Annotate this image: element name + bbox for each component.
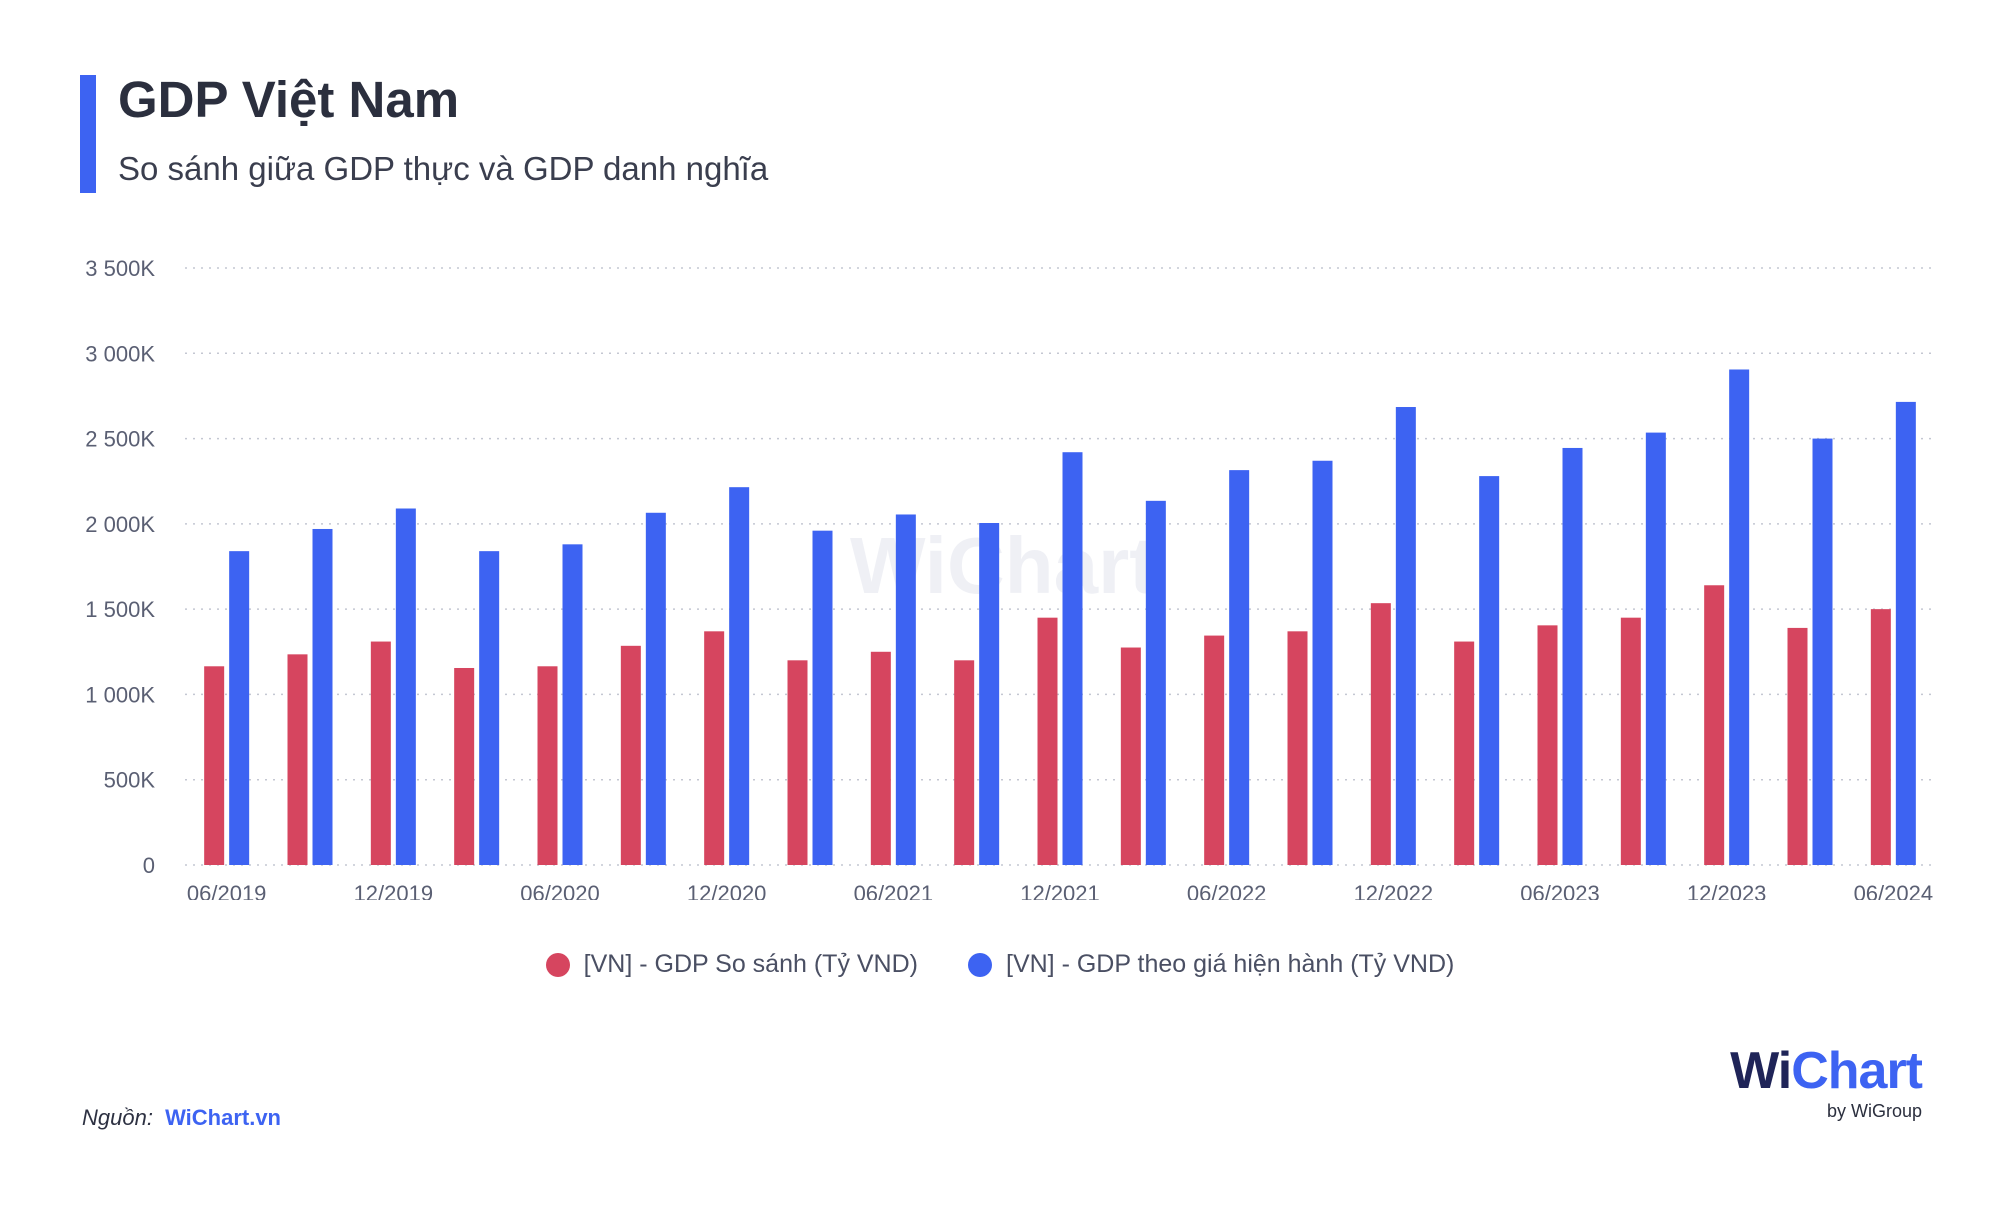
- bar-chart: 0 500K 1 000K 1 500K 2 000K 2 500K 3 000K 3 500…: [85, 256, 1935, 900]
- x-tick-label: 12/2019: [354, 881, 434, 900]
- y-tick-label: 3 500K: [85, 256, 155, 281]
- bar-gdp-so-sanh[interactable]: [1870, 609, 1891, 865]
- bar-gdp-so-sanh[interactable]: [1704, 585, 1725, 865]
- bar-gdp-hien-hanh[interactable]: [979, 523, 1000, 865]
- legend-label-gdp-so-sanh: [VN] - GDP So sánh (Tỷ VND): [583, 950, 918, 978]
- bar-gdp-so-sanh[interactable]: [954, 660, 975, 865]
- title-accent-bar: [80, 75, 96, 193]
- bar-gdp-hien-hanh[interactable]: [1062, 452, 1083, 865]
- bar-gdp-so-sanh[interactable]: [1454, 641, 1475, 865]
- x-tick-label: 12/2023: [1687, 881, 1767, 900]
- bar-gdp-hien-hanh[interactable]: [1395, 407, 1416, 865]
- bar-gdp-hien-hanh[interactable]: [1812, 438, 1833, 865]
- bar-gdp-hien-hanh[interactable]: [1229, 470, 1250, 865]
- bar-gdp-so-sanh[interactable]: [620, 645, 641, 865]
- bar-gdp-hien-hanh[interactable]: [895, 514, 916, 865]
- chart-title: GDP Việt Nam: [118, 71, 460, 128]
- chart-subtitle: So sánh giữa GDP thực và GDP danh nghĩa: [118, 150, 769, 187]
- bar-gdp-so-sanh[interactable]: [1037, 617, 1058, 865]
- bar-gdp-hien-hanh[interactable]: [1479, 476, 1500, 865]
- x-tick-label: 12/2022: [1354, 881, 1434, 900]
- bar-gdp-hien-hanh[interactable]: [312, 528, 333, 865]
- bar-gdp-hien-hanh[interactable]: [645, 512, 666, 865]
- y-tick-label: 2 000K: [85, 512, 155, 537]
- bar-gdp-hien-hanh[interactable]: [1895, 401, 1916, 865]
- bar-gdp-so-sanh[interactable]: [1620, 617, 1641, 865]
- bar-gdp-so-sanh[interactable]: [870, 651, 891, 865]
- bar-gdp-so-sanh[interactable]: [1120, 647, 1141, 865]
- bar-gdp-hien-hanh[interactable]: [1645, 432, 1666, 865]
- bar-gdp-hien-hanh[interactable]: [1145, 500, 1166, 865]
- legend-dot-gdp-so-sanh: [545, 952, 570, 977]
- bar-gdp-so-sanh[interactable]: [704, 631, 725, 865]
- x-tick-label: 12/2020: [687, 881, 767, 900]
- bar-gdp-hien-hanh[interactable]: [395, 508, 416, 865]
- bar-gdp-so-sanh[interactable]: [370, 641, 391, 865]
- bar-gdp-hien-hanh[interactable]: [1729, 369, 1750, 865]
- x-axis-ticks: 06/2019 12/2019 06/2020 12/2020 06/2021 12/20…: [187, 881, 1933, 900]
- bar-gdp-hien-hanh[interactable]: [1312, 460, 1333, 865]
- x-tick-label: 06/2022: [1187, 881, 1267, 900]
- legend: [VN] - GDP So sánh (Tỷ VND) [VN] - GDP t…: [0, 950, 2000, 979]
- bar-gdp-so-sanh[interactable]: [1287, 631, 1308, 865]
- brand-by-line: by WiGroup: [1826, 1101, 1922, 1121]
- x-tick-label: 06/2020: [520, 881, 600, 900]
- bar-gdp-so-sanh[interactable]: [1204, 635, 1225, 865]
- bar-gdp-so-sanh[interactable]: [454, 667, 475, 865]
- source-link[interactable]: WiChart.vn: [165, 1105, 281, 1130]
- x-tick-label: 06/2023: [1520, 881, 1600, 900]
- bar-gdp-so-sanh[interactable]: [1787, 627, 1808, 865]
- bar-gdp-so-sanh[interactable]: [1370, 603, 1391, 865]
- legend-label-gdp-hien-hanh: [VN] - GDP theo giá hiện hành (Tỷ VND): [1006, 950, 1455, 978]
- y-tick-label: 1 500K: [85, 597, 155, 622]
- y-tick-label: 500K: [104, 768, 156, 793]
- bar-gdp-so-sanh[interactable]: [787, 660, 808, 865]
- y-tick-label: 0: [143, 853, 155, 878]
- grid-lines: [185, 267, 1935, 866]
- bar-gdp-hien-hanh[interactable]: [562, 544, 583, 865]
- source-label: Nguồn:: [82, 1105, 153, 1130]
- legend-dot-gdp-hien-hanh: [968, 952, 992, 977]
- bar-gdp-hien-hanh[interactable]: [1562, 447, 1583, 865]
- y-axis-ticks: 0 500K 1 000K 1 500K 2 000K 2 500K 3 000K 3 500…: [85, 256, 155, 878]
- bar-gdp-hien-hanh[interactable]: [479, 551, 500, 865]
- brand-logo-chart: Chart: [1791, 1042, 1923, 1100]
- legend-item-gdp-hien-hanh[interactable]: [VN] - GDP theo giá hiện hành (Tỷ VND): [968, 950, 1454, 979]
- brand-logo-wi: Wi: [1730, 1042, 1792, 1100]
- y-tick-label: 1 000K: [85, 682, 155, 707]
- bar-gdp-so-sanh[interactable]: [1537, 625, 1558, 865]
- y-tick-label: 3 000K: [85, 341, 155, 366]
- legend-item-gdp-so-sanh[interactable]: [VN] - GDP So sánh (Tỷ VND): [545, 950, 918, 979]
- bar-gdp-hien-hanh[interactable]: [812, 530, 833, 865]
- bar-gdp-hien-hanh[interactable]: [229, 551, 250, 865]
- bars: [204, 369, 1916, 865]
- y-tick-label: 2 500K: [85, 427, 155, 452]
- x-tick-label: 12/2021: [1020, 881, 1100, 900]
- x-tick-label: 06/2019: [187, 881, 267, 900]
- source-note: Nguồn: WiChart.vn: [82, 1105, 281, 1131]
- bar-gdp-so-sanh[interactable]: [537, 666, 558, 865]
- bar-gdp-hien-hanh[interactable]: [729, 487, 750, 865]
- brand-logo: WiChart by WiGroup: [1730, 1042, 1923, 1122]
- bar-gdp-so-sanh[interactable]: [204, 666, 225, 865]
- x-tick-label: 06/2024: [1854, 881, 1934, 900]
- bar-gdp-so-sanh[interactable]: [287, 654, 308, 865]
- x-tick-label: 06/2021: [854, 881, 934, 900]
